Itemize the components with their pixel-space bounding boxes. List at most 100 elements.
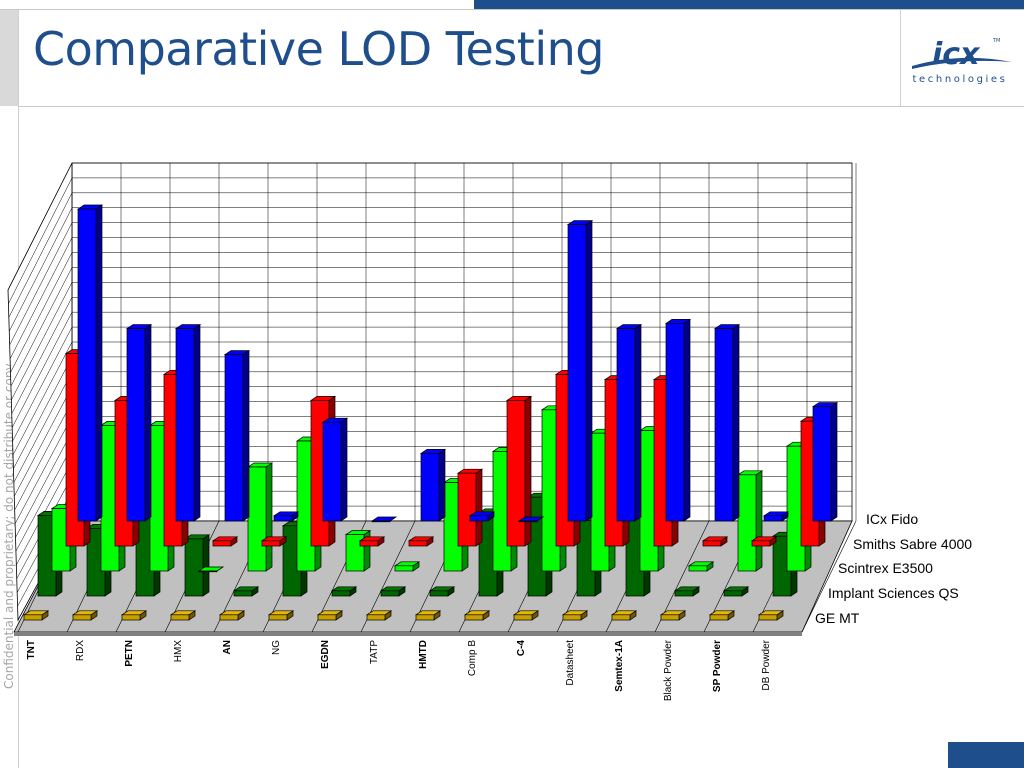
bar — [722, 586, 750, 597]
bar — [272, 511, 300, 522]
floor-gridline — [801, 520, 857, 633]
gridline-side — [11, 312, 73, 428]
bar — [456, 468, 484, 547]
header-divider — [19, 106, 1024, 107]
category-label: NG — [271, 640, 282, 655]
bar — [566, 219, 594, 522]
gridline-side — [8, 177, 73, 304]
logo-swoosh — [912, 57, 1012, 69]
top-divider — [0, 9, 1024, 10]
bar — [71, 610, 99, 621]
bottom-accent-box — [948, 742, 1024, 768]
gridline-side — [14, 386, 73, 497]
bar — [267, 610, 295, 621]
bar — [757, 610, 785, 621]
category-label: SP Powder — [712, 640, 723, 692]
gridline-side — [10, 252, 73, 373]
bar — [321, 417, 349, 522]
bar — [505, 395, 533, 547]
category-label: Black Powder — [663, 639, 674, 701]
bar — [811, 401, 839, 522]
category-label: EGDN — [320, 640, 331, 669]
bar — [183, 534, 211, 597]
bar — [330, 586, 358, 597]
category-label: Semtex-1A — [614, 640, 625, 692]
bar — [358, 536, 386, 547]
gridline-side — [12, 341, 73, 456]
bar — [610, 610, 638, 621]
bar — [125, 323, 153, 522]
gridline-side — [9, 237, 73, 359]
category-label: Datasheet — [565, 640, 576, 686]
bar — [736, 470, 764, 572]
bar — [664, 318, 692, 522]
bar — [22, 610, 50, 621]
series-label: GE MT — [815, 610, 860, 626]
bar — [260, 536, 288, 547]
category-label: RDX — [75, 640, 86, 661]
left-header-block — [0, 10, 18, 106]
lod-chart: ICx Fido Smiths Sabre 4000 Scintrex E3500 I… — [7, 162, 972, 701]
floor-edge — [14, 632, 802, 636]
chart-category-labels: TNT RDX PETN HMX AN NG EGDN TATP HMTD Comp B C-4 Da… — [26, 639, 772, 701]
bar — [750, 536, 778, 547]
slide-title: Comparative LOD Testing — [33, 22, 604, 76]
chart-series-labels: ICx Fido Smiths Sabre 4000 Scintrex E3500 I… — [815, 511, 972, 626]
bar — [365, 610, 393, 621]
bar — [512, 610, 540, 621]
category-label: TNT — [26, 640, 37, 659]
bar — [393, 561, 421, 572]
gridline-side — [10, 267, 73, 387]
bar — [713, 323, 741, 522]
gridline-side — [15, 446, 73, 552]
gridline-side — [15, 431, 73, 538]
series-label: ICx Fido — [866, 511, 918, 527]
category-label: HMTD — [418, 640, 429, 669]
gridline-side — [12, 326, 73, 442]
gridline-side — [9, 222, 73, 346]
category-label: DB Powder — [761, 639, 772, 690]
bar — [419, 448, 447, 522]
bar — [428, 586, 456, 597]
bar — [659, 610, 687, 621]
gridline-side — [9, 207, 73, 332]
bar — [701, 536, 729, 547]
gridline-side — [14, 416, 73, 524]
series-label: Smiths Sabre 4000 — [853, 536, 972, 552]
bar — [708, 610, 736, 621]
bar — [316, 610, 344, 621]
gridline-side — [13, 356, 73, 469]
bar — [762, 511, 790, 522]
bar — [197, 566, 225, 573]
category-label: TATP — [369, 640, 380, 664]
gridline-side — [7, 162, 73, 291]
category-label: Comp B — [467, 640, 478, 676]
bar — [463, 610, 491, 621]
gridline-side — [8, 192, 73, 318]
bar — [561, 610, 589, 621]
gridline-side — [14, 401, 73, 511]
bar — [407, 536, 435, 547]
bar — [232, 586, 260, 597]
bar — [615, 323, 643, 522]
logo-tm: TM — [992, 38, 1000, 44]
bar — [120, 610, 148, 621]
bar — [211, 536, 239, 547]
bar — [370, 516, 398, 523]
gridline-side — [13, 371, 73, 483]
category-label: C-4 — [516, 640, 527, 657]
gridline-side — [11, 297, 73, 414]
logo-subtitle: technologies — [912, 74, 1008, 85]
bar — [517, 516, 545, 523]
chart-bars — [22, 204, 839, 621]
bar — [246, 462, 274, 572]
top-accent-bar — [474, 0, 1024, 9]
category-label: PETN — [124, 640, 135, 667]
bar — [687, 561, 715, 572]
bar — [76, 204, 104, 522]
category-label: HMX — [173, 640, 184, 663]
bar — [169, 610, 197, 621]
bar — [174, 323, 202, 522]
series-label: Implant Sciences QS — [828, 585, 959, 601]
bar — [468, 511, 496, 522]
